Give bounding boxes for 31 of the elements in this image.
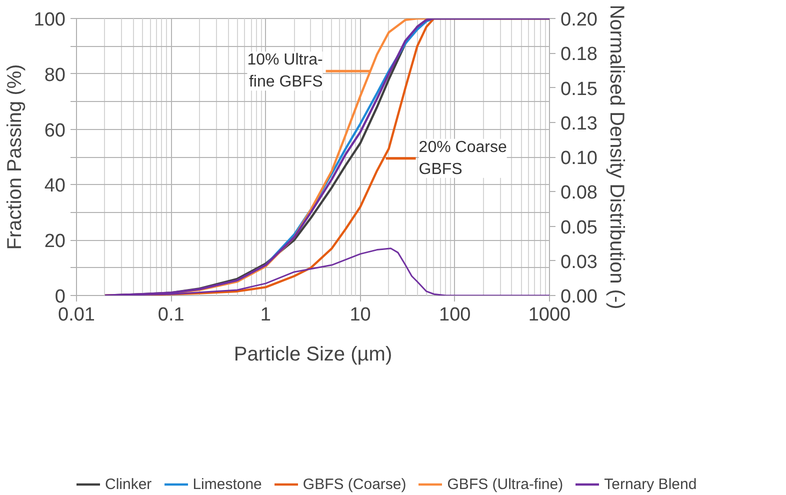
y2-tick-label: 0.00	[560, 286, 598, 308]
y2-tick-label: 0.15	[560, 78, 598, 100]
y2-tick-label: 0.10	[560, 148, 598, 169]
y2-tick-label: 0.05	[560, 217, 598, 238]
y-tick-label: 100	[34, 10, 66, 30]
annotation: 10% Ultra- fine GBFS	[247, 52, 323, 91]
x-tick-label: 1	[260, 304, 271, 326]
legend-label: GBFS (Ultra-fine)	[447, 476, 564, 492]
x-tick-label: 0.01	[58, 304, 95, 326]
legend-label: GBFS (Coarse)	[302, 476, 406, 492]
y2-tick-label: 0.08	[560, 182, 598, 204]
x-tick-label: 1000	[528, 304, 571, 326]
legend-label: Clinker	[105, 476, 152, 492]
y-tick-label: 40	[44, 176, 66, 197]
annotation: 20% Coarse GBFS	[418, 138, 507, 178]
y-tick-label: 60	[44, 120, 66, 142]
y2-tick-label: 0.13	[560, 113, 598, 134]
y2-axis-title: Normalised Density Distribution (-)	[605, 4, 628, 310]
y-tick-label: 20	[44, 231, 66, 252]
legend-label: Ternary Blend	[604, 476, 697, 492]
legend-label: Limestone	[192, 476, 262, 492]
y2-tick-label: 0.18	[560, 44, 598, 66]
x-tick-label: 0.1	[158, 304, 184, 326]
x-tick-label: 100	[439, 304, 471, 326]
x-axis-title: Particle Size (µm)	[234, 344, 392, 366]
y2-tick-label: 0.20	[560, 10, 598, 30]
y-tick-label: 80	[44, 64, 66, 86]
y-axis-title: Fraction Passing (%)	[4, 64, 26, 250]
x-tick-label: 10	[350, 304, 371, 326]
y-tick-label: 0	[54, 286, 66, 308]
y2-tick-label: 0.03	[560, 252, 598, 273]
